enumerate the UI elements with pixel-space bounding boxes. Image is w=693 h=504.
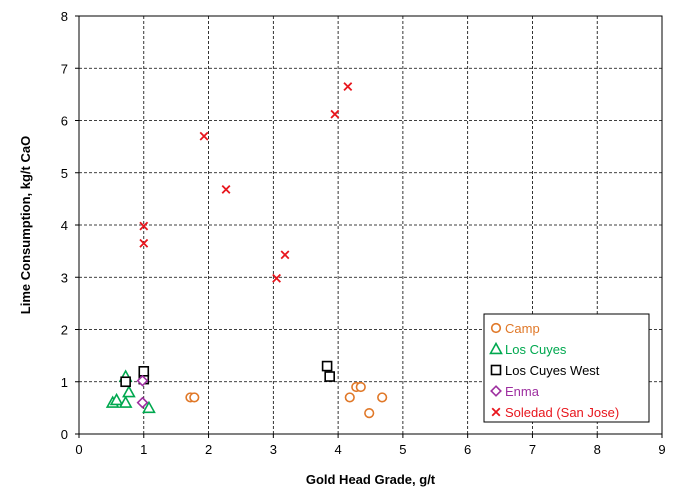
- legend-label: Enma: [505, 384, 540, 399]
- grid-lines: [79, 16, 662, 434]
- legend-marker: [491, 407, 501, 417]
- x-tick-label: 6: [464, 442, 471, 457]
- series-enma: [136, 374, 149, 409]
- series-camp: [185, 381, 388, 419]
- y-tick-label: 2: [61, 323, 68, 338]
- y-tick-label: 5: [61, 166, 68, 181]
- data-point: [189, 392, 200, 403]
- data-point: [364, 408, 375, 419]
- legend-label: Los Cuyes: [505, 342, 567, 357]
- x-tick-label: 7: [529, 442, 536, 457]
- data-point: [136, 374, 149, 387]
- x-axis-title: Gold Head Grade, g/t: [306, 472, 436, 487]
- legend-label: Soledad (San Jose): [505, 405, 619, 420]
- x-tick-label: 5: [399, 442, 406, 457]
- legend: Camp Los Cuyes Los Cuyes West Enma Soledad (…: [483, 313, 650, 423]
- data-point: [321, 360, 333, 372]
- y-axis-title: Lime Consumption, kg/t CaO: [18, 136, 33, 314]
- legend-marker: [490, 385, 502, 397]
- data-point: [221, 185, 231, 194]
- legend-marker: [490, 322, 502, 334]
- legend-item: Enma: [490, 384, 540, 399]
- data-point: [122, 385, 136, 398]
- data-point: [118, 395, 133, 408]
- legend-item: Los Cuyes West: [490, 363, 600, 378]
- y-tick-label: 3: [61, 270, 68, 285]
- data-points: [105, 82, 388, 419]
- x-tick-label: 1: [140, 442, 147, 457]
- data-point: [330, 109, 340, 119]
- y-tick-label: 7: [61, 61, 68, 76]
- axes: [75, 15, 663, 438]
- x-tick-label: 8: [594, 442, 601, 457]
- x-tick-label: 4: [334, 442, 341, 457]
- legend-box: [483, 313, 650, 423]
- x-tick-label: 2: [205, 442, 212, 457]
- data-point: [136, 396, 149, 409]
- data-point: [142, 400, 156, 414]
- series-los-cuyes: [105, 369, 156, 414]
- series-soledad-san-jose: [139, 82, 353, 283]
- legend-label: Camp: [505, 321, 540, 336]
- legend-item: Los Cuyes: [489, 341, 567, 357]
- y-tick-label: 6: [61, 114, 68, 129]
- legend-marker: [490, 364, 502, 376]
- data-point: [343, 82, 353, 91]
- data-point: [344, 392, 355, 403]
- x-tick-label: 9: [658, 442, 665, 457]
- data-point: [138, 365, 150, 377]
- x-tick-label: 3: [270, 442, 277, 457]
- data-point: [199, 131, 209, 141]
- data-point: [120, 376, 131, 388]
- data-point: [355, 381, 366, 393]
- y-tick-label: 4: [61, 218, 68, 233]
- data-point: [377, 392, 388, 403]
- data-point: [139, 238, 149, 248]
- y-tick-label: 0: [61, 427, 68, 442]
- y-tick-label: 1: [61, 375, 68, 390]
- y-tick-labels: 0 1 2 3 4 5 6 7 8: [61, 9, 68, 442]
- data-point: [139, 221, 149, 231]
- legend-marker: [489, 341, 503, 355]
- data-point: [272, 273, 282, 283]
- legend-label: Los Cuyes West: [505, 363, 600, 378]
- data-point: [324, 371, 335, 382]
- x-tick-labels: 0 1 2 3 4 5 6 7 8 9: [75, 442, 665, 457]
- data-point: [109, 392, 124, 406]
- x-tick-label: 0: [75, 442, 82, 457]
- data-point: [280, 250, 290, 260]
- legend-item: Camp: [490, 321, 540, 336]
- y-tick-label: 8: [61, 9, 68, 24]
- legend-item: Soledad (San Jose): [491, 405, 619, 420]
